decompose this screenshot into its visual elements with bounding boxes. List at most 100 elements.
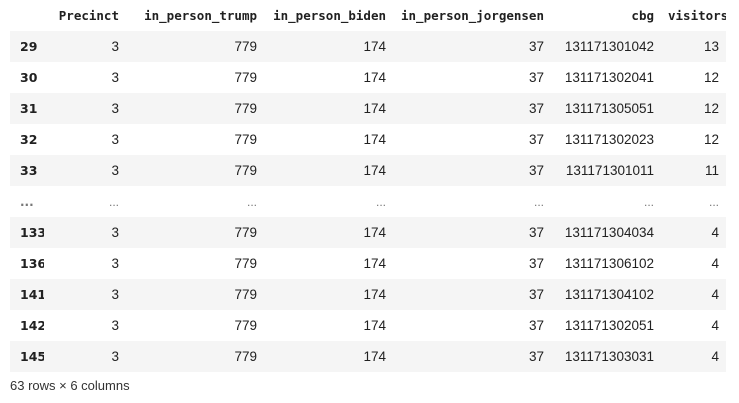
cell-cbg: 131171301011	[565, 163, 654, 178]
table-row: 145 3 779 174 37 131171303031 4	[10, 341, 726, 372]
cell-in-person-trump: ...	[246, 194, 257, 209]
cell-in-person-jorgensen: 37	[528, 132, 544, 147]
cell-visitors: 4	[711, 225, 719, 240]
cell-cbg: 131171306102	[564, 256, 654, 271]
cell-in-person-biden: 174	[363, 39, 386, 54]
cell-cbg: 131171304102	[564, 287, 654, 302]
row-index: 32	[20, 132, 38, 147]
table-row: 142 3 779 174 37 131171302051 4	[10, 310, 726, 341]
cell-in-person-trump: 779	[234, 318, 257, 333]
cell-precinct: 3	[111, 163, 119, 178]
cell-visitors: 4	[711, 256, 719, 271]
header-in-person-trump: in_person_trump	[144, 8, 257, 23]
cell-in-person-biden: ...	[375, 194, 386, 209]
cell-in-person-trump: 779	[234, 349, 257, 364]
cell-in-person-biden: 174	[363, 287, 386, 302]
cell-precinct: 3	[111, 256, 119, 271]
cell-in-person-biden: 174	[363, 318, 386, 333]
dataframe-output: Precinct in_person_trump in_person_biden…	[10, 0, 729, 372]
cell-in-person-trump: 779	[234, 101, 257, 116]
table-row: .....................	[10, 186, 726, 217]
table-header: Precinct in_person_trump in_person_biden…	[10, 0, 726, 31]
cell-precinct: 3	[111, 39, 119, 54]
row-index: 145	[20, 349, 44, 364]
cell-visitors: 13	[703, 39, 719, 54]
cell-cbg: 131171303031	[564, 349, 654, 364]
cell-in-person-biden: 174	[363, 225, 386, 240]
row-index: 136	[20, 256, 44, 271]
cell-cbg: ...	[643, 194, 654, 209]
cell-precinct: 3	[111, 349, 119, 364]
cell-in-person-jorgensen: 37	[528, 70, 544, 85]
cell-in-person-trump: 779	[234, 132, 257, 147]
cell-visitors: 4	[711, 287, 719, 302]
table-row: 31 3 779 174 37 131171305051 12	[10, 93, 726, 124]
cell-in-person-jorgensen: 37	[528, 101, 544, 116]
cell-visitors: 4	[711, 318, 719, 333]
cell-visitors: 12	[703, 132, 719, 147]
header-row: Precinct in_person_trump in_person_biden…	[10, 0, 726, 31]
table-row: 141 3 779 174 37 131171304102 4	[10, 279, 726, 310]
cell-in-person-biden: 174	[363, 256, 386, 271]
cell-in-person-trump: 779	[234, 256, 257, 271]
row-index: 29	[20, 39, 38, 54]
cell-in-person-jorgensen: 37	[528, 39, 544, 54]
header-in-person-biden: in_person_biden	[273, 8, 386, 23]
cell-in-person-biden: 174	[363, 349, 386, 364]
cell-in-person-jorgensen: 37	[528, 287, 544, 302]
header-cbg: cbg	[631, 8, 654, 23]
cell-in-person-trump: 779	[234, 225, 257, 240]
cell-in-person-biden: 174	[363, 132, 386, 147]
cell-cbg: 131171302023	[564, 132, 654, 147]
cell-in-person-biden: 174	[363, 70, 386, 85]
cell-in-person-trump: 779	[234, 39, 257, 54]
table-body: 29 3 779 174 37 131171301042 13 30 3 779 174 37 1311…	[10, 31, 726, 372]
cell-in-person-jorgensen: 37	[528, 256, 544, 271]
cell-in-person-jorgensen: ...	[533, 194, 544, 209]
cell-in-person-jorgensen: 37	[528, 163, 544, 178]
header-in-person-jorgensen: in_person_jorgensen	[401, 8, 544, 23]
table-row: 32 3 779 174 37 131171302023 12	[10, 124, 726, 155]
cell-in-person-jorgensen: 37	[528, 225, 544, 240]
cell-in-person-jorgensen: 37	[528, 349, 544, 364]
table-row: 133 3 779 174 37 131171304034 4	[10, 217, 726, 248]
cell-in-person-jorgensen: 37	[528, 318, 544, 333]
header-precinct: Precinct	[58, 8, 119, 23]
cell-cbg: 131171304034	[564, 225, 654, 240]
cell-visitors: 4	[711, 349, 719, 364]
cell-visitors: 11	[704, 163, 719, 178]
table-row: 30 3 779 174 37 131171302041 12	[10, 62, 726, 93]
cell-visitors: ...	[708, 194, 719, 209]
cell-in-person-biden: 174	[363, 101, 386, 116]
row-index: 31	[20, 101, 38, 116]
cell-cbg: 131171301042	[564, 39, 654, 54]
row-index: 30	[20, 70, 38, 85]
row-index: 33	[20, 163, 38, 178]
cell-in-person-trump: 779	[234, 287, 257, 302]
cell-precinct: 3	[111, 318, 119, 333]
row-index: 133	[20, 225, 44, 240]
cell-cbg: 131171305051	[564, 101, 654, 116]
cell-in-person-biden: 174	[363, 163, 386, 178]
cell-in-person-trump: 779	[234, 70, 257, 85]
cell-precinct: ...	[108, 194, 119, 209]
table-row: 33 3 779 174 37 131171301011 11	[10, 155, 726, 186]
cell-precinct: 3	[111, 70, 119, 85]
cell-cbg: 131171302041	[564, 70, 654, 85]
row-index: ...	[20, 194, 34, 209]
cell-in-person-trump: 779	[234, 163, 257, 178]
cell-cbg: 131171302051	[564, 318, 654, 333]
row-index: 141	[20, 287, 44, 302]
cell-visitors: 12	[703, 70, 719, 85]
cell-visitors: 12	[703, 101, 719, 116]
cell-precinct: 3	[111, 287, 119, 302]
cell-precinct: 3	[111, 101, 119, 116]
table-row: 29 3 779 174 37 131171301042 13	[10, 31, 726, 62]
cell-precinct: 3	[111, 132, 119, 147]
cell-precinct: 3	[111, 225, 119, 240]
header-visitors: visitors	[668, 8, 726, 23]
header-index	[10, 0, 44, 31]
table-row: 136 3 779 174 37 131171306102 4	[10, 248, 726, 279]
dataframe-table: Precinct in_person_trump in_person_biden…	[10, 0, 726, 372]
row-index: 142	[20, 318, 44, 333]
